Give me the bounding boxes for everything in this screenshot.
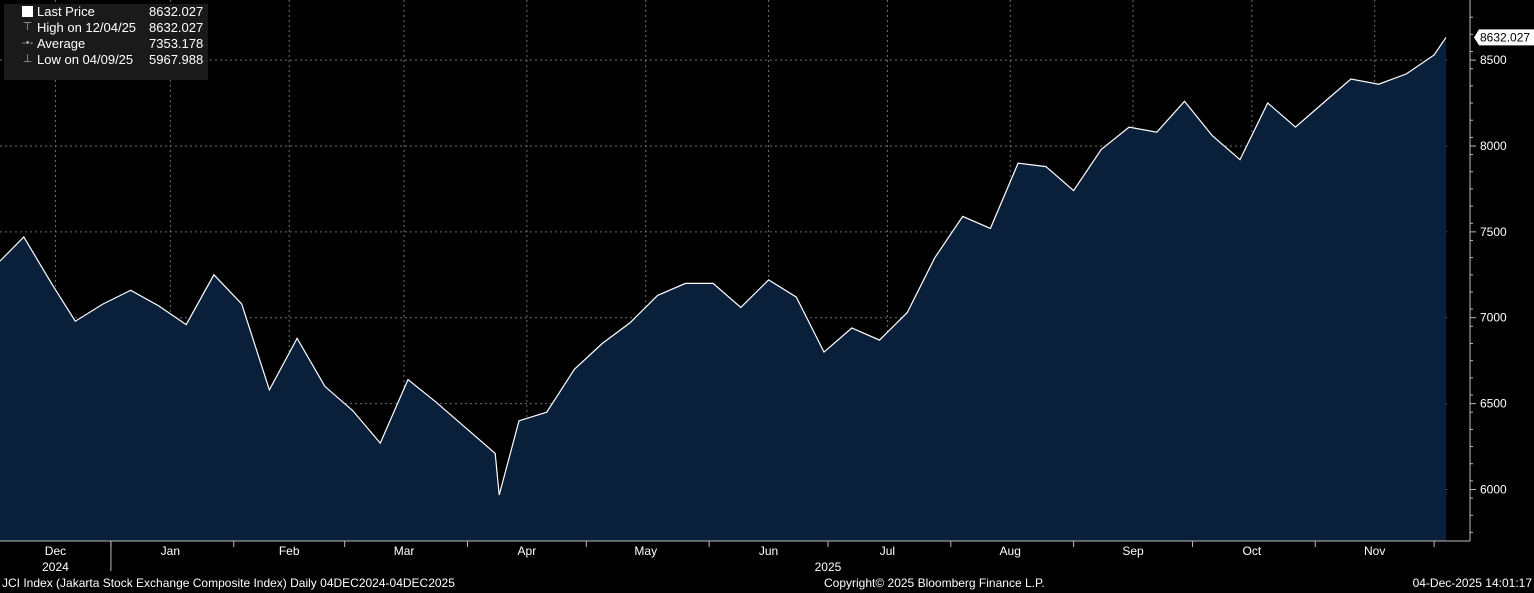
legend: Last Price 8632.027 ⊤ High on 12/04/25 8…	[4, 4, 208, 80]
legend-last-label: Last Price	[37, 4, 95, 19]
legend-low-value: 5967.988	[149, 52, 204, 67]
last-value-tag-text: 8632.027	[1480, 30, 1530, 44]
legend-average: -•- Average 7353.178	[4, 36, 208, 52]
footer-copyright: Copyright© 2025 Bloomberg Finance L.P.	[824, 576, 1045, 590]
axes	[0, 0, 1471, 542]
x-month-label-8: Aug	[1000, 544, 1021, 558]
x-month-label-3: Mar	[394, 544, 415, 558]
y-tick-label-2: 7000	[1480, 311, 1507, 325]
x-month-label-6: Jun	[759, 544, 778, 558]
last-value-tag-bg	[1474, 29, 1534, 46]
x-month-label-9: Sep	[1122, 544, 1144, 558]
x-month-label-0: Dec	[45, 544, 66, 558]
legend-average-label: Average	[37, 36, 86, 51]
legend-high-icon: ⊤	[22, 21, 33, 33]
price-line	[0, 37, 1447, 496]
legend-high-value: 8632.027	[149, 20, 204, 35]
y-axis-ticks: 6000 6500 7000 7500 8000 8500	[1470, 16, 1507, 533]
last-value-tag: 8632.027	[1474, 29, 1534, 46]
footer-title: JCI Index (Jakarta Stock Exchange Compos…	[2, 576, 455, 590]
y-tick-label-4: 8000	[1480, 139, 1507, 153]
x-month-label-4: Apr	[518, 544, 537, 558]
x-year-label-0: 2024	[42, 560, 69, 574]
x-month-label-5: May	[634, 544, 657, 558]
legend-high-label: High on 12/04/25	[37, 20, 137, 35]
y-tick-label-3: 7500	[1480, 225, 1507, 239]
x-axis-ticks: Dec Jan Feb Mar Apr May Jun Jul Aug Sep Oct Nov 2024…	[42, 541, 1435, 574]
x-year-label-1: 2025	[815, 560, 842, 574]
legend-low-label: Low on 04/09/25	[37, 52, 134, 67]
y-tick-label-1: 6500	[1480, 397, 1507, 411]
x-month-label-7: Jul	[880, 544, 895, 558]
legend-high: ⊤ High on 12/04/25 8632.027	[4, 20, 208, 36]
legend-average-icon: -•-	[22, 37, 34, 49]
x-month-label-10: Oct	[1243, 544, 1262, 558]
legend-low-icon: ⊥	[22, 53, 33, 65]
x-month-label-11: Nov	[1364, 544, 1385, 558]
y-tick-label-5: 8500	[1480, 53, 1507, 67]
legend-average-value: 7353.178	[149, 36, 204, 51]
footer-timestamp: 04-Dec-2025 14:01:17	[1412, 576, 1532, 590]
price-area	[0, 37, 1446, 542]
legend-last-value: 8632.027	[149, 4, 204, 19]
x-month-label-1: Jan	[161, 544, 180, 558]
y-tick-label-0: 6000	[1480, 482, 1507, 496]
legend-last: Last Price 8632.027	[4, 4, 208, 20]
legend-last-swatch	[22, 6, 33, 17]
x-month-label-2: Feb	[279, 544, 300, 558]
legend-low: ⊥ Low on 04/09/25 5967.988	[4, 52, 208, 68]
